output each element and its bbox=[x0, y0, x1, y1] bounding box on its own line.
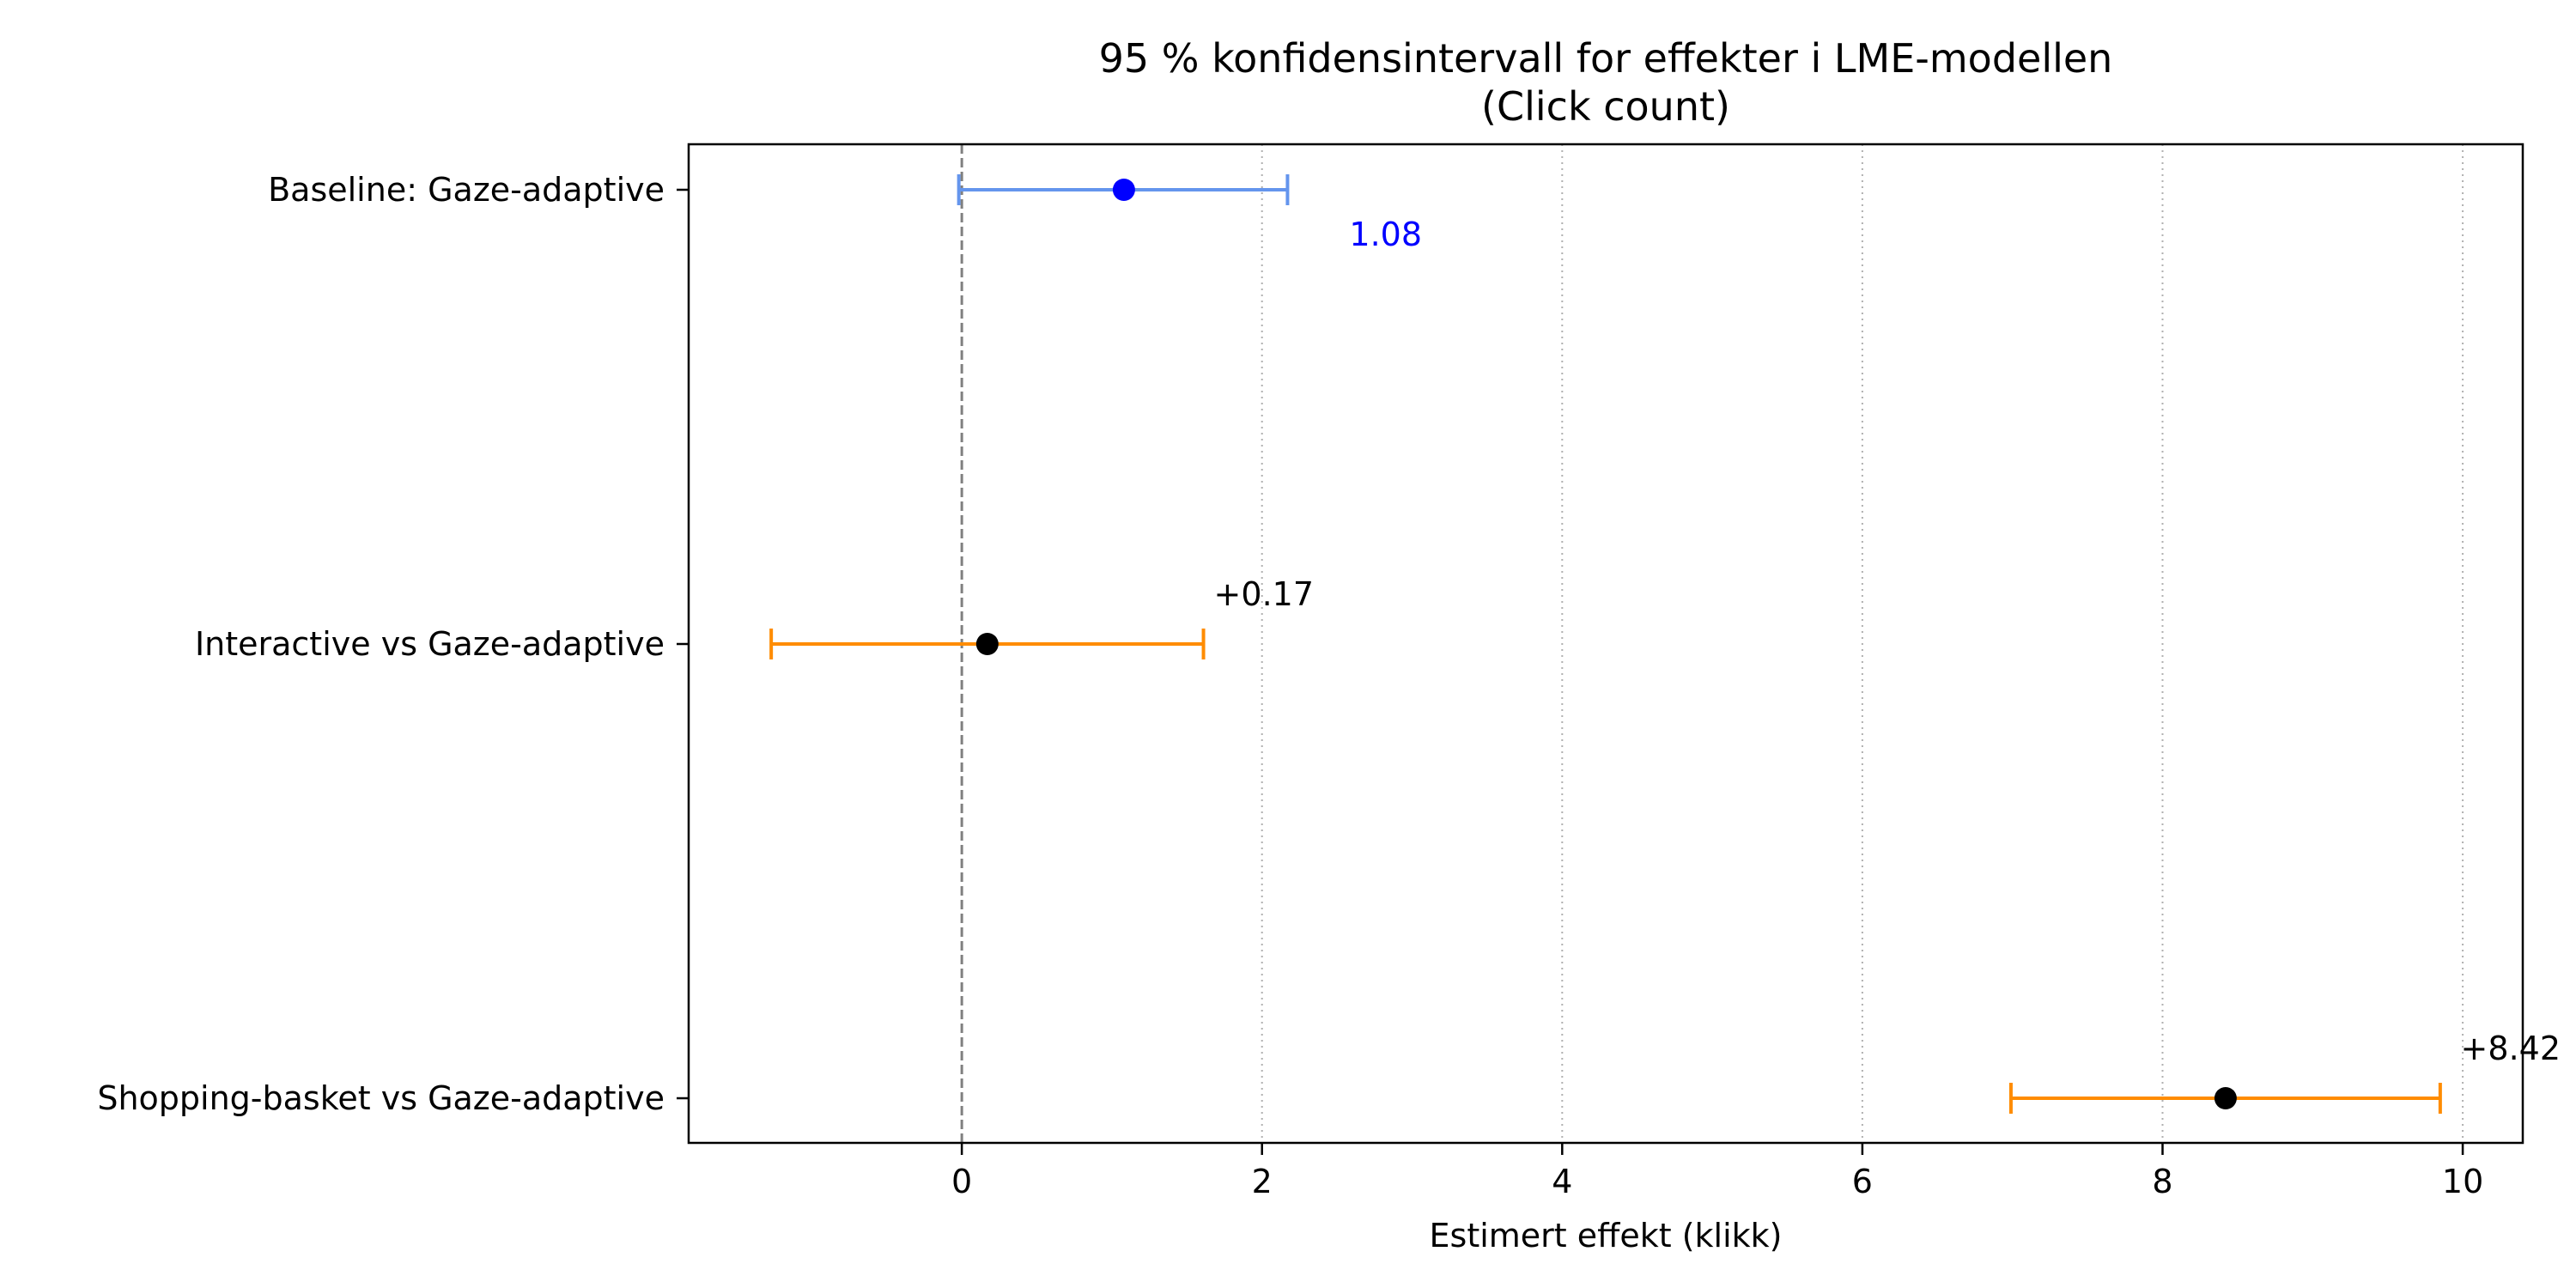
point-estimate bbox=[2214, 1087, 2237, 1109]
ci-row: +8.42 bbox=[2008, 1030, 2561, 1114]
chart-subtitle: (Click count) bbox=[1481, 83, 1730, 130]
point-estimate bbox=[1112, 179, 1135, 201]
plot-marks: 1.08 +0.17 +8.42 bbox=[769, 174, 2561, 1114]
x-tick-label: 8 bbox=[2152, 1163, 2172, 1200]
y-tick-label: Baseline: Gaze-adaptive bbox=[268, 171, 665, 209]
y-tick-label: Shopping-basket vs Gaze-adaptive bbox=[97, 1079, 665, 1117]
x-tick-label: 6 bbox=[1852, 1163, 1873, 1200]
estimate-label: +0.17 bbox=[1214, 575, 1314, 613]
x-axis-ticks: 0 2 4 6 8 10 bbox=[951, 1143, 2483, 1200]
point-estimate bbox=[975, 633, 999, 655]
x-axis-label: Estimert effekt (klikk) bbox=[1430, 1217, 1783, 1255]
gridlines bbox=[1261, 144, 2464, 1143]
estimate-label: 1.08 bbox=[1349, 216, 1422, 253]
estimate-label: +8.42 bbox=[2461, 1030, 2561, 1067]
x-tick-label: 10 bbox=[2442, 1163, 2483, 1200]
ci-row: 1.08 bbox=[957, 174, 1422, 253]
chart-title: 95 % konfidensintervall for effekter i L… bbox=[1099, 35, 2113, 82]
ci-row: +0.17 bbox=[769, 575, 1314, 659]
y-tick-label: Interactive vs Gaze-adaptive bbox=[195, 625, 665, 663]
x-tick-label: 4 bbox=[1552, 1163, 1572, 1200]
x-tick-label: 0 bbox=[951, 1163, 972, 1200]
x-tick-label: 2 bbox=[1252, 1163, 1273, 1200]
y-axis-ticks: Baseline: Gaze-adaptive Interactive vs Ga… bbox=[97, 171, 689, 1117]
